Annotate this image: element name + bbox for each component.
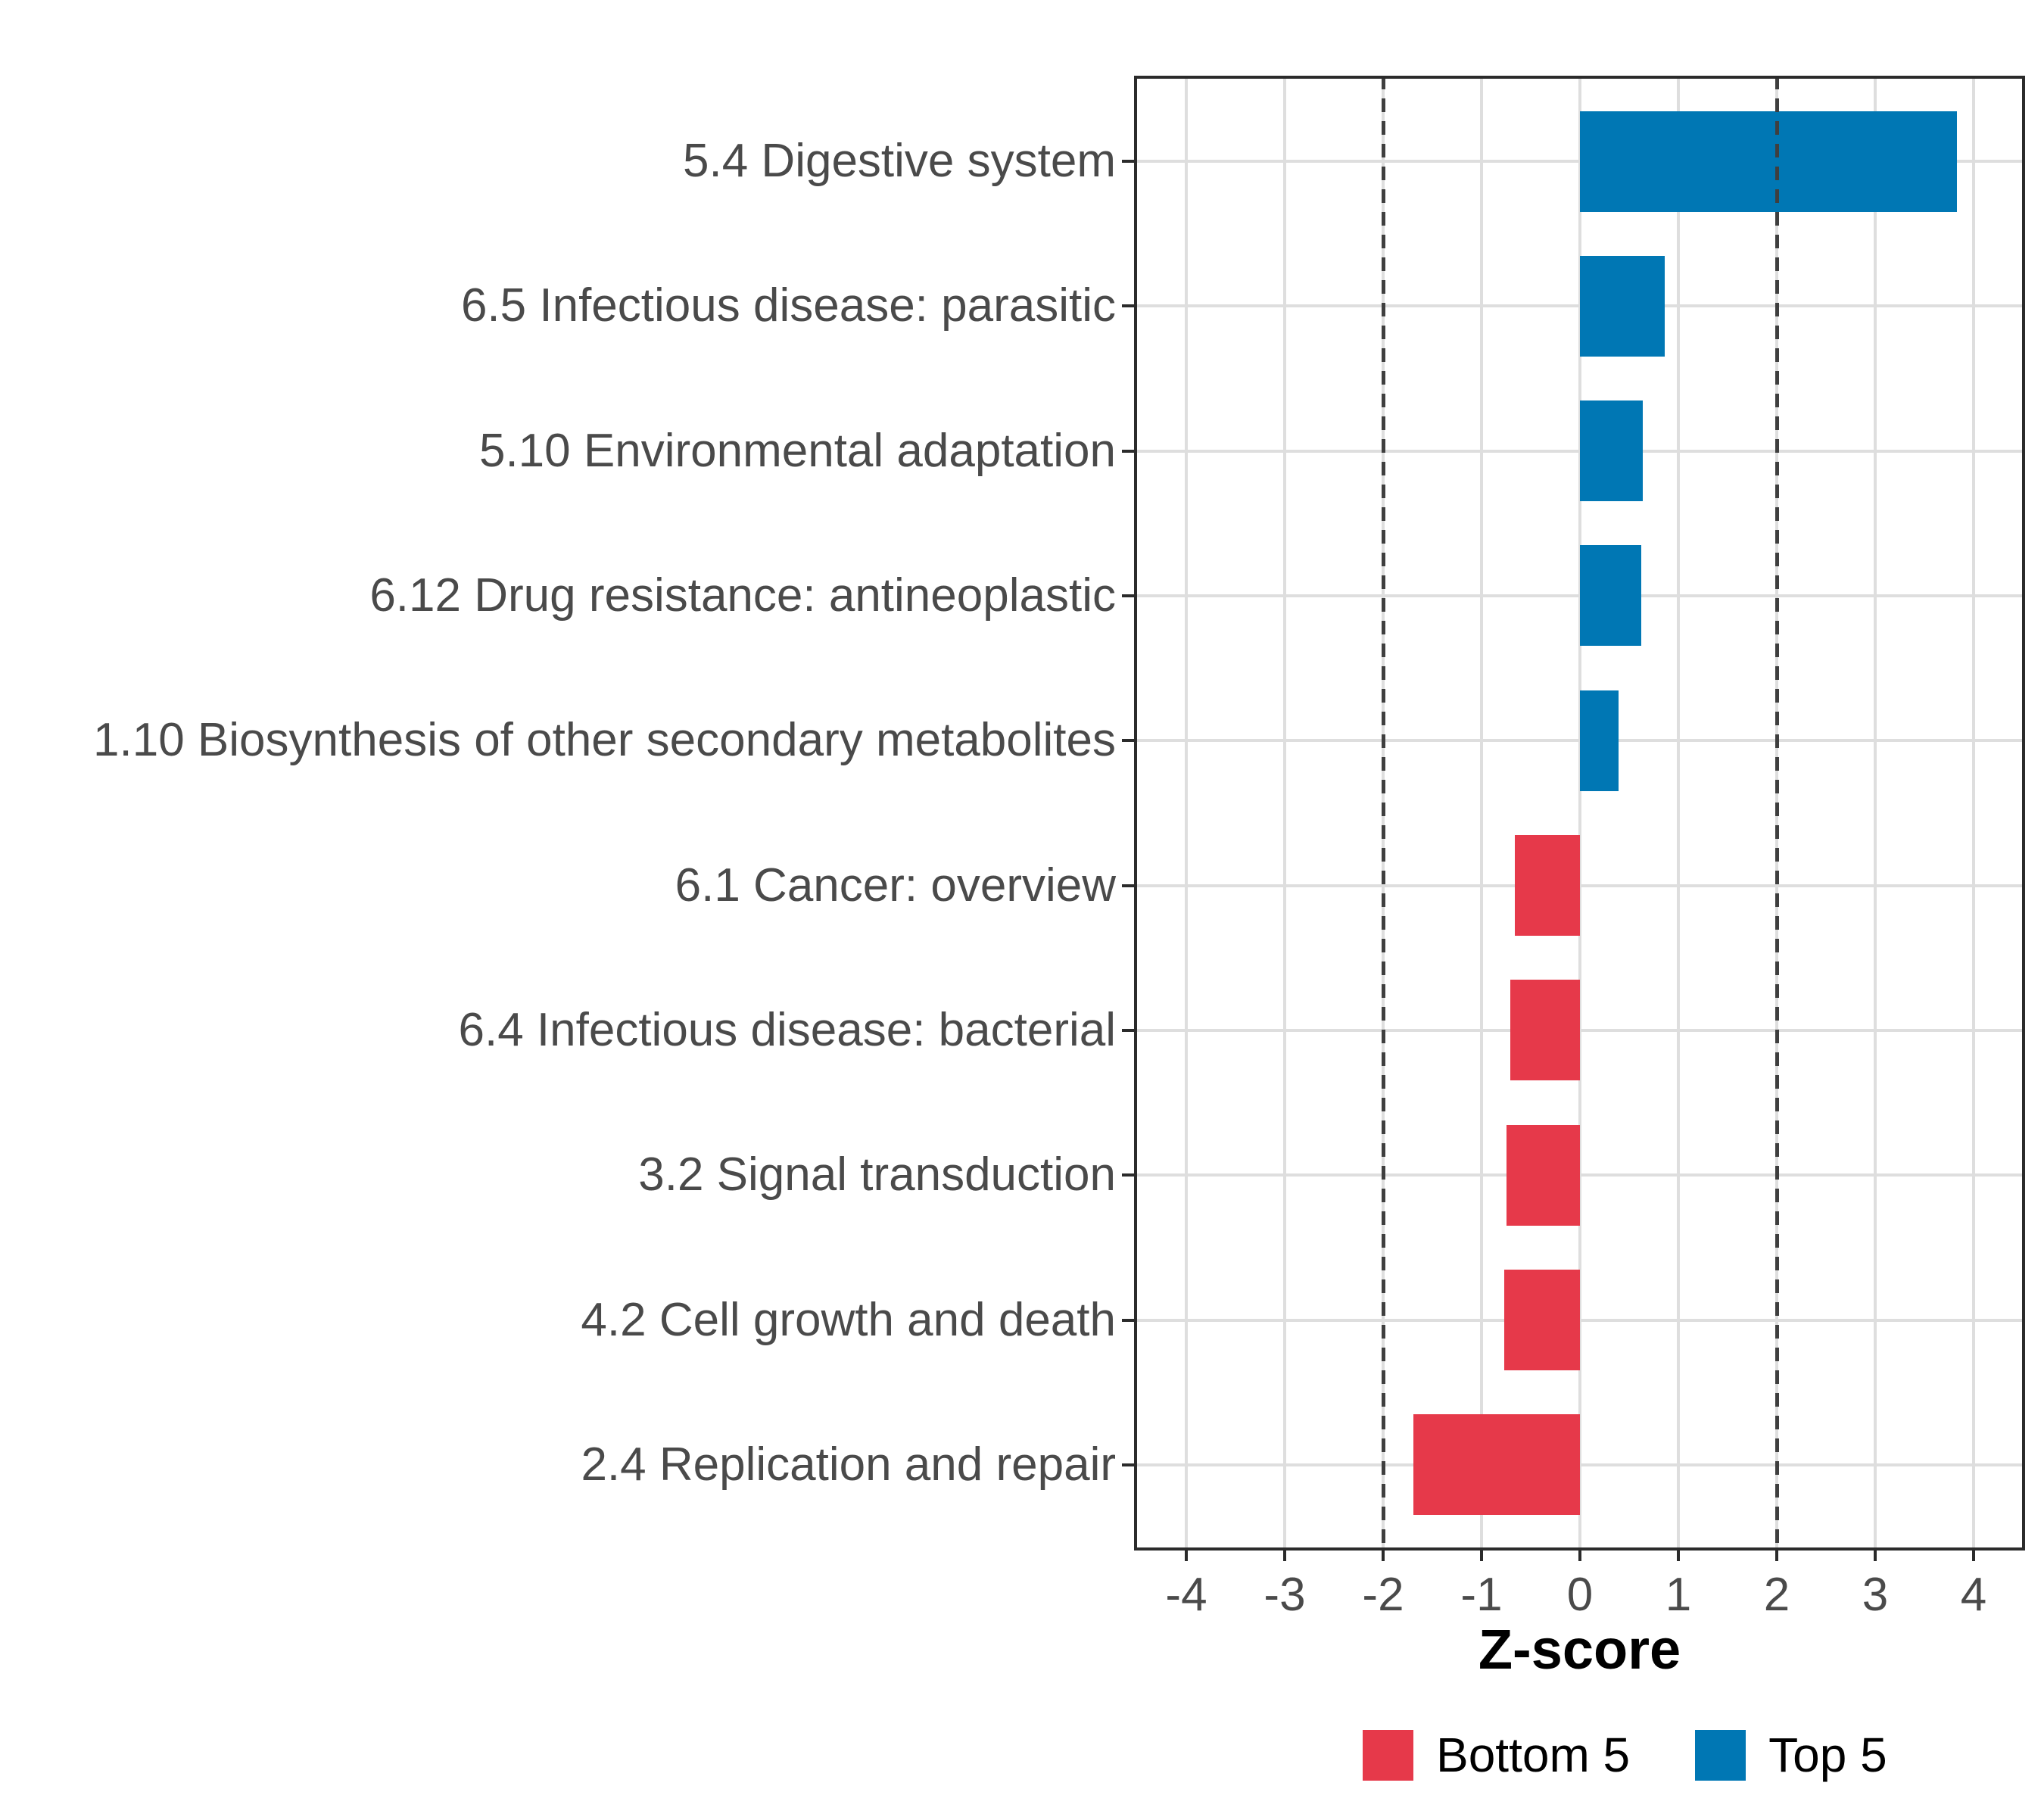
gridline-x: [1874, 76, 1877, 1551]
y-tick-mark: [1122, 449, 1134, 453]
gridline-x: [1972, 76, 1975, 1551]
y-tick-mark: [1122, 1173, 1134, 1177]
legend-label-top5: Top 5: [1768, 1728, 1887, 1782]
x-tick-label: -2: [1362, 1569, 1404, 1621]
bar-bottom5: [1510, 980, 1580, 1081]
gridline-x: [1578, 76, 1581, 1551]
x-tick-label: -3: [1263, 1569, 1306, 1621]
x-tick-mark: [1972, 1551, 1975, 1561]
y-axis-label: 6.5 Infectious disease: parasitic: [460, 279, 1116, 332]
y-axis-label: 4.2 Cell growth and death: [581, 1293, 1116, 1346]
x-tick-mark: [1382, 1551, 1385, 1561]
y-tick-mark: [1122, 160, 1134, 163]
y-tick-mark: [1122, 1028, 1134, 1032]
y-tick-mark: [1122, 304, 1134, 308]
x-tick-mark: [1185, 1551, 1188, 1561]
legend-label-bottom5: Bottom 5: [1436, 1728, 1631, 1782]
reference-line: [1381, 76, 1385, 1551]
x-tick-mark: [1874, 1551, 1877, 1561]
reference-line: [1774, 76, 1779, 1551]
bar-top5: [1580, 545, 1641, 647]
bar-top5: [1580, 255, 1665, 357]
gridline-x: [1480, 76, 1483, 1551]
bar-top5: [1580, 111, 1957, 212]
y-axis-label: 5.10 Environmental adaptation: [478, 424, 1116, 477]
x-tick-label: -1: [1460, 1569, 1503, 1621]
y-tick-mark: [1122, 594, 1134, 597]
bar-bottom5: [1503, 1270, 1580, 1371]
gridline-x: [1185, 76, 1188, 1551]
x-tick-label: 4: [1960, 1569, 1987, 1621]
legend-swatch-bottom5: [1363, 1730, 1413, 1781]
legend: Bottom 5 Top 5: [1363, 1730, 1887, 1781]
bar-top5: [1580, 400, 1644, 502]
gridline-x: [1283, 76, 1286, 1551]
y-tick-mark: [1122, 739, 1134, 743]
y-axis-label: 6.1 Cancer: overview: [675, 859, 1116, 912]
x-tick-label: 1: [1665, 1569, 1692, 1621]
x-tick-label: 0: [1566, 1569, 1594, 1621]
bar-bottom5: [1413, 1414, 1580, 1516]
x-tick-mark: [1283, 1551, 1286, 1561]
y-axis-label: 2.4 Replication and repair: [581, 1438, 1116, 1491]
plot-area: [1134, 76, 2025, 1551]
bar-top5: [1580, 690, 1619, 791]
x-tick-mark: [1775, 1551, 1778, 1561]
gridline-x: [1677, 76, 1680, 1551]
bar-bottom5: [1515, 835, 1580, 937]
y-tick-mark: [1122, 1463, 1134, 1466]
y-axis-label: 6.12 Drug resistance: antineoplastic: [369, 569, 1116, 622]
x-tick-mark: [1578, 1551, 1581, 1561]
legend-swatch-top5: [1695, 1730, 1746, 1781]
x-tick-label: 2: [1763, 1569, 1790, 1621]
y-axis-label: 5.4 Digestive system: [683, 135, 1116, 187]
bar-bottom5: [1506, 1124, 1580, 1226]
x-tick-mark: [1480, 1551, 1483, 1561]
x-tick-mark: [1677, 1551, 1680, 1561]
y-axis-label: 6.4 Infectious disease: bacterial: [458, 1003, 1116, 1056]
y-axis-label: 1.10 Biosynthesis of other secondary met…: [93, 714, 1116, 767]
x-axis-title: Z-score: [1478, 1618, 1681, 1681]
x-tick-label: 3: [1862, 1569, 1889, 1621]
x-tick-label: -4: [1165, 1569, 1207, 1621]
y-tick-mark: [1122, 884, 1134, 887]
y-axis-label: 3.2 Signal transduction: [638, 1148, 1116, 1201]
y-tick-mark: [1122, 1318, 1134, 1322]
